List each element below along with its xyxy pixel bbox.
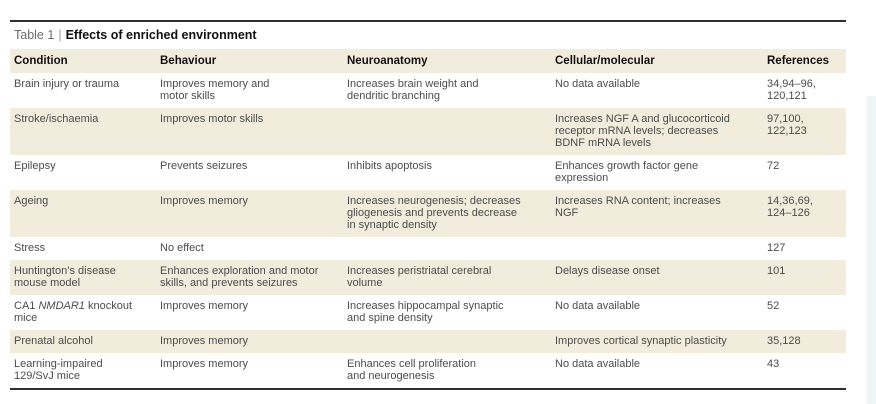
condition-cell: Prenatal alcohol [14,335,93,347]
table-row-epilepsy: Epilepsy Prevents seizures Inhibits apop… [10,155,846,190]
neuroanatomy-cell: Enhances cell proliferation and neurogen… [347,358,477,382]
behaviour-cell: Improves memory [160,358,249,370]
cellular-molecular-cell: Increases NGF A and glucocorticoid recep… [555,113,730,149]
references-cell: 34,94–96, 120,121 [767,78,816,102]
condition-cell: CA1 NMDAR1 knockout mice [10,295,156,330]
cellular-molecular-cell: Improves cortical synaptic plasticity [555,335,727,347]
neuroanatomy-cell [343,108,551,155]
behaviour-cell: Enhances exploration and motor skills, a… [160,265,319,289]
condition-cell: Huntington’s disease mouse model [14,265,116,289]
column-header-cellular-molecular: Cellular/molecular [555,55,655,67]
references-cell: 35,128 [767,335,801,347]
condition-text: CA1 [14,300,39,312]
references-cell: 14,36,69, 124–126 [767,195,813,219]
condition-cell: Brain injury or trauma [14,78,120,90]
table-row-brain-injury: Brain injury or trauma Improves memory a… [10,73,846,108]
neuroanatomy-cell: Increases neurogenesis; decreases glioge… [347,195,521,231]
column-header-neuroanatomy: Neuroanatomy [347,55,428,67]
behaviour-cell: Improves memory [160,300,249,312]
condition-cell: Learning-impaired 129/SvJ mice [14,358,103,382]
table-row-learning-impaired-mice: Learning-impaired 129/SvJ mice Improves … [10,353,846,388]
table-row-prenatal-alcohol: Prenatal alcohol Improves memory Improve… [10,330,846,353]
column-header-behaviour: Behaviour [160,55,217,67]
cellular-molecular-cell [551,237,763,260]
table-row-stroke-ischaemia: Stroke/ischaemia Improves motor skills I… [10,108,846,155]
table-row-ageing: Ageing Improves memory Increases neuroge… [10,190,846,237]
condition-text: knockout mice [14,300,133,324]
neuroanatomy-cell [343,237,551,260]
behaviour-cell: Prevents seizures [160,160,248,172]
table-effects-of-enriched-environment: Table 1 | Effects of enriched environment … [10,20,846,390]
references-cell: 72 [767,160,780,172]
table-top-rule [10,20,846,22]
table-title-text: Effects of enriched environment [65,28,257,42]
title-separator: | [58,28,62,42]
behaviour-cell: No effect [160,242,204,254]
neuroanatomy-cell: Increases brain weight and dendritic bra… [347,78,479,102]
condition-cell: Stress [14,242,46,254]
behaviour-cell: Improves memory [160,195,249,207]
column-header-references: References [767,55,830,67]
cellular-molecular-cell: No data available [555,300,641,312]
column-header-condition: Condition [14,55,68,67]
page-edge-strip [867,96,876,404]
neuroanatomy-cell: Inhibits apoptosis [347,160,432,172]
condition-cell: Stroke/ischaemia [14,113,99,125]
references-cell: 52 [767,300,780,312]
neuroanatomy-cell: Increases hippocampal synaptic and spine… [347,300,504,324]
table-title: Table 1 | Effects of enriched environment [10,22,846,49]
references-cell: 97,100, 122,123 [767,113,807,137]
behaviour-cell: Improves memory [160,335,249,347]
behaviour-cell: Improves memory and motor skills [160,78,270,102]
references-cell: 101 [767,265,786,277]
table-row-ca1-nmdar1-knockout: CA1 NMDAR1 knockout mice Improves memory… [10,295,846,330]
table-bottom-rule [10,388,846,390]
references-cell: 43 [767,358,780,370]
cellular-molecular-cell: Increases RNA content; increases NGF [555,195,721,219]
table-header-row: Condition Behaviour Neuroanatomy Cellula… [10,49,846,73]
cellular-molecular-cell: No data available [555,358,641,370]
table-row-stress: Stress No effect 127 [10,237,846,260]
neuroanatomy-cell [343,330,551,353]
references-cell: 127 [767,242,786,254]
behaviour-cell: Improves motor skills [160,113,264,125]
cellular-molecular-cell: Enhances growth factor gene expression [555,160,699,184]
neuroanatomy-cell: Increases peristriatal cerebral volume [347,265,492,289]
cellular-molecular-cell: No data available [555,78,641,90]
table-row-huntingtons-disease: Huntington’s disease mouse model Enhance… [10,260,846,295]
gene-name-italic: NMDAR1 [38,300,85,312]
table-number: Table 1 [14,28,55,42]
cellular-molecular-cell: Delays disease onset [555,265,660,277]
condition-cell: Ageing [14,195,49,207]
condition-cell: Epilepsy [14,160,56,172]
